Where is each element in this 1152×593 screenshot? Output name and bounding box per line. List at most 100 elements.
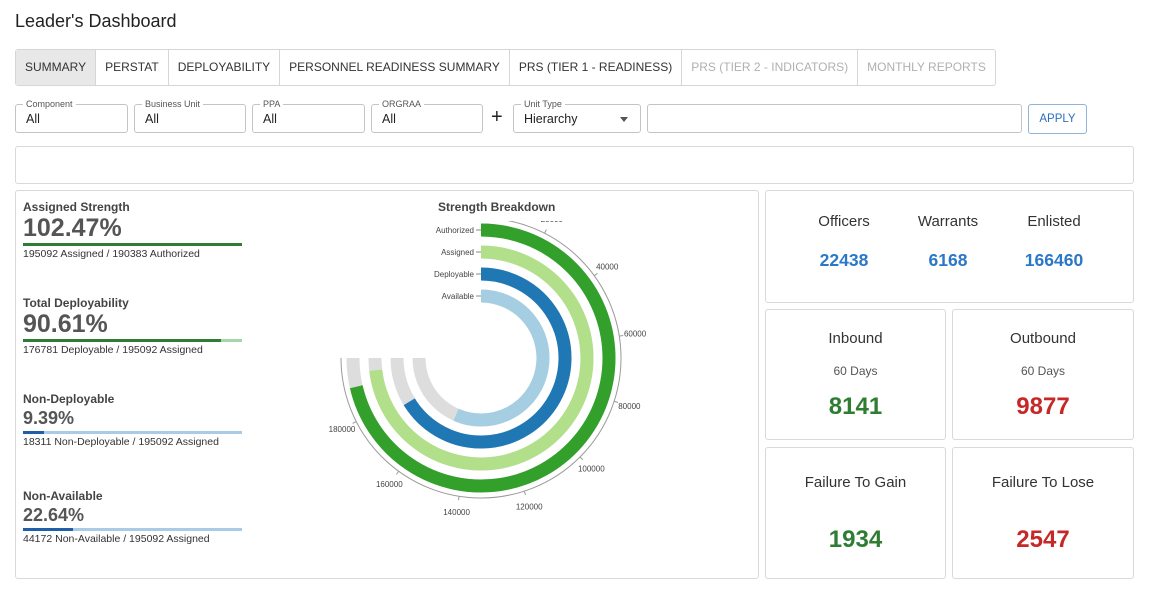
tab-deployability[interactable]: DEPLOYABILITY (169, 50, 281, 85)
component-select[interactable]: Component All (15, 98, 128, 133)
outbound-title: Outbound (1010, 330, 1076, 347)
tab-prs-tier1[interactable]: PRS (TIER 1 - READINESS) (510, 50, 683, 85)
tab-bar: SUMMARY PERSTAT DEPLOYABILITY PERSONNEL … (15, 49, 996, 86)
ppa-label: PPA (260, 98, 284, 110)
radial-bar-assigned (369, 245, 594, 471)
warrants-label: Warrants (917, 213, 979, 230)
enlisted-value[interactable]: 166460 (1024, 250, 1084, 270)
total-deployability-metric: Total Deployability 90.61% 176781 Deploy… (23, 296, 243, 356)
metric-subtext: 195092 Assigned / 190383 Authorized (23, 248, 200, 260)
tick-label: 40000 (596, 262, 619, 271)
metric-value: 102.47% (23, 214, 122, 242)
tick-label: 120000 (516, 502, 543, 511)
component-label: Component (23, 98, 76, 110)
axis-tick (593, 272, 598, 277)
axis-tick (613, 400, 619, 403)
non-deployable-metric: Non-Deployable 9.39% 18311 Non-Deployabl… (23, 392, 243, 448)
info-banner (15, 146, 1134, 184)
unit-search-input[interactable] (647, 104, 1022, 133)
officers-label: Officers (818, 213, 870, 230)
metric-progress-fill (23, 243, 242, 246)
metric-progress-bar (23, 243, 242, 246)
axis-tick (457, 496, 460, 501)
tab-monthly-reports: MONTHLY REPORTS (867, 60, 986, 74)
component-value: All (26, 112, 40, 126)
failure-to-lose-card: Failure To Lose 2547 (952, 447, 1134, 579)
axis-tick (523, 490, 526, 496)
orgraa-select[interactable]: ORGRAA All (371, 98, 483, 133)
chart-title: Strength Breakdown (438, 200, 556, 214)
orgraa-value: All (382, 112, 396, 126)
tick-label: 140000 (443, 508, 470, 517)
ppa-value: All (263, 112, 277, 126)
unit-type-label: Unit Type (521, 98, 565, 110)
metric-label: Assigned Strength (23, 200, 130, 214)
metric-progress-bar (23, 339, 242, 342)
inbound-value[interactable]: 8141 (828, 393, 883, 420)
metric-label: Non-Deployable (23, 392, 115, 406)
ppa-select[interactable]: PPA All (252, 98, 365, 133)
axis-tick (352, 421, 357, 424)
axis-tick (544, 229, 547, 234)
tick-label: 160000 (376, 480, 403, 489)
outbound-subtitle: 60 Days (1020, 364, 1066, 378)
outbound-value[interactable]: 9877 (1016, 393, 1070, 420)
strength-panel: Assigned Strength 102.47% 195092 Assigne… (15, 190, 759, 579)
metric-progress-bar (23, 528, 242, 531)
personnel-split-card: Officers 22438 Warrants 6168 Enlisted 16… (765, 190, 1134, 303)
enlisted-stat: Enlisted 166460 (1004, 213, 1104, 271)
category-label: Authorized (436, 226, 474, 235)
inbound-title: Inbound (828, 330, 883, 347)
inbound-subtitle: 60 Days (833, 364, 878, 378)
orgraa-label: ORGRAA (379, 98, 425, 110)
axis-tick (579, 456, 584, 461)
tab-summary[interactable]: SUMMARY (16, 50, 97, 85)
metric-progress-fill (23, 431, 44, 434)
radial-bar-deployable (403, 267, 572, 449)
page-title: Leader's Dashboard (15, 11, 177, 31)
tick-label: 80000 (618, 402, 641, 411)
failure-to-lose-value[interactable]: 2547 (1016, 526, 1070, 553)
unit-type-select[interactable]: Unit Type Hierarchy (513, 98, 641, 133)
business-unit-label: Business Unit (142, 98, 204, 110)
axis-tick (619, 334, 624, 337)
tick-label: 100000 (578, 464, 605, 473)
failure-to-gain-title: Failure To Gain (804, 474, 907, 491)
outbound-card: Outbound 60 Days 9877 (952, 309, 1134, 440)
assigned-strength-metric: Assigned Strength 102.47% 195092 Assigne… (23, 200, 243, 260)
business-unit-value: All (145, 112, 159, 126)
tick-label: 60000 (624, 330, 647, 339)
add-filter-icon[interactable]: + (491, 106, 503, 128)
tab-personnel-readiness-summary[interactable]: PERSONNEL READINESS SUMMARY (280, 50, 510, 85)
chevron-down-icon (620, 117, 628, 122)
failure-to-lose-title: Failure To Lose (991, 474, 1095, 491)
business-unit-select[interactable]: Business Unit All (134, 98, 246, 133)
metric-subtext: 44172 Non-Available / 195092 Assigned (23, 533, 210, 545)
officers-stat: Officers 22438 (794, 213, 894, 271)
metric-subtext: 176781 Deployable / 195092 Assigned (23, 344, 203, 356)
tab-prs-tier2: PRS (TIER 2 - INDICATORS) (682, 50, 859, 85)
axis-line (340, 221, 622, 499)
axis-tick (395, 470, 400, 475)
category-label: Assigned (441, 248, 474, 257)
tick-label: 20000 (541, 221, 564, 224)
non-available-metric: Non-Available 22.64% 44172 Non-Available… (23, 489, 243, 545)
strength-breakdown-chart: 0200004000060000800001000001200001400001… (329, 221, 647, 517)
metric-progress-fill (23, 339, 222, 342)
radial-bar-authorized (349, 223, 616, 493)
failure-to-gain-card: Failure To Gain 1934 (765, 447, 946, 579)
warrants-stat: Warrants 6168 (898, 213, 998, 271)
officers-value[interactable]: 22438 (819, 250, 869, 270)
warrants-value[interactable]: 6168 (928, 250, 968, 270)
metric-progress-fill (23, 528, 73, 531)
metric-subtext: 18311 Non-Deployable / 195092 Assigned (23, 436, 219, 448)
metric-label: Total Deployability (23, 296, 129, 310)
metric-label: Non-Available (23, 489, 103, 503)
unit-type-value: Hierarchy (524, 112, 578, 126)
metric-value: 9.39% (23, 408, 75, 428)
enlisted-label: Enlisted (1027, 213, 1081, 230)
tab-perstat[interactable]: PERSTAT (96, 50, 169, 85)
failure-to-gain-value[interactable]: 1934 (828, 526, 883, 553)
metric-value: 22.64% (23, 505, 85, 525)
apply-button[interactable]: APPLY (1028, 104, 1087, 134)
